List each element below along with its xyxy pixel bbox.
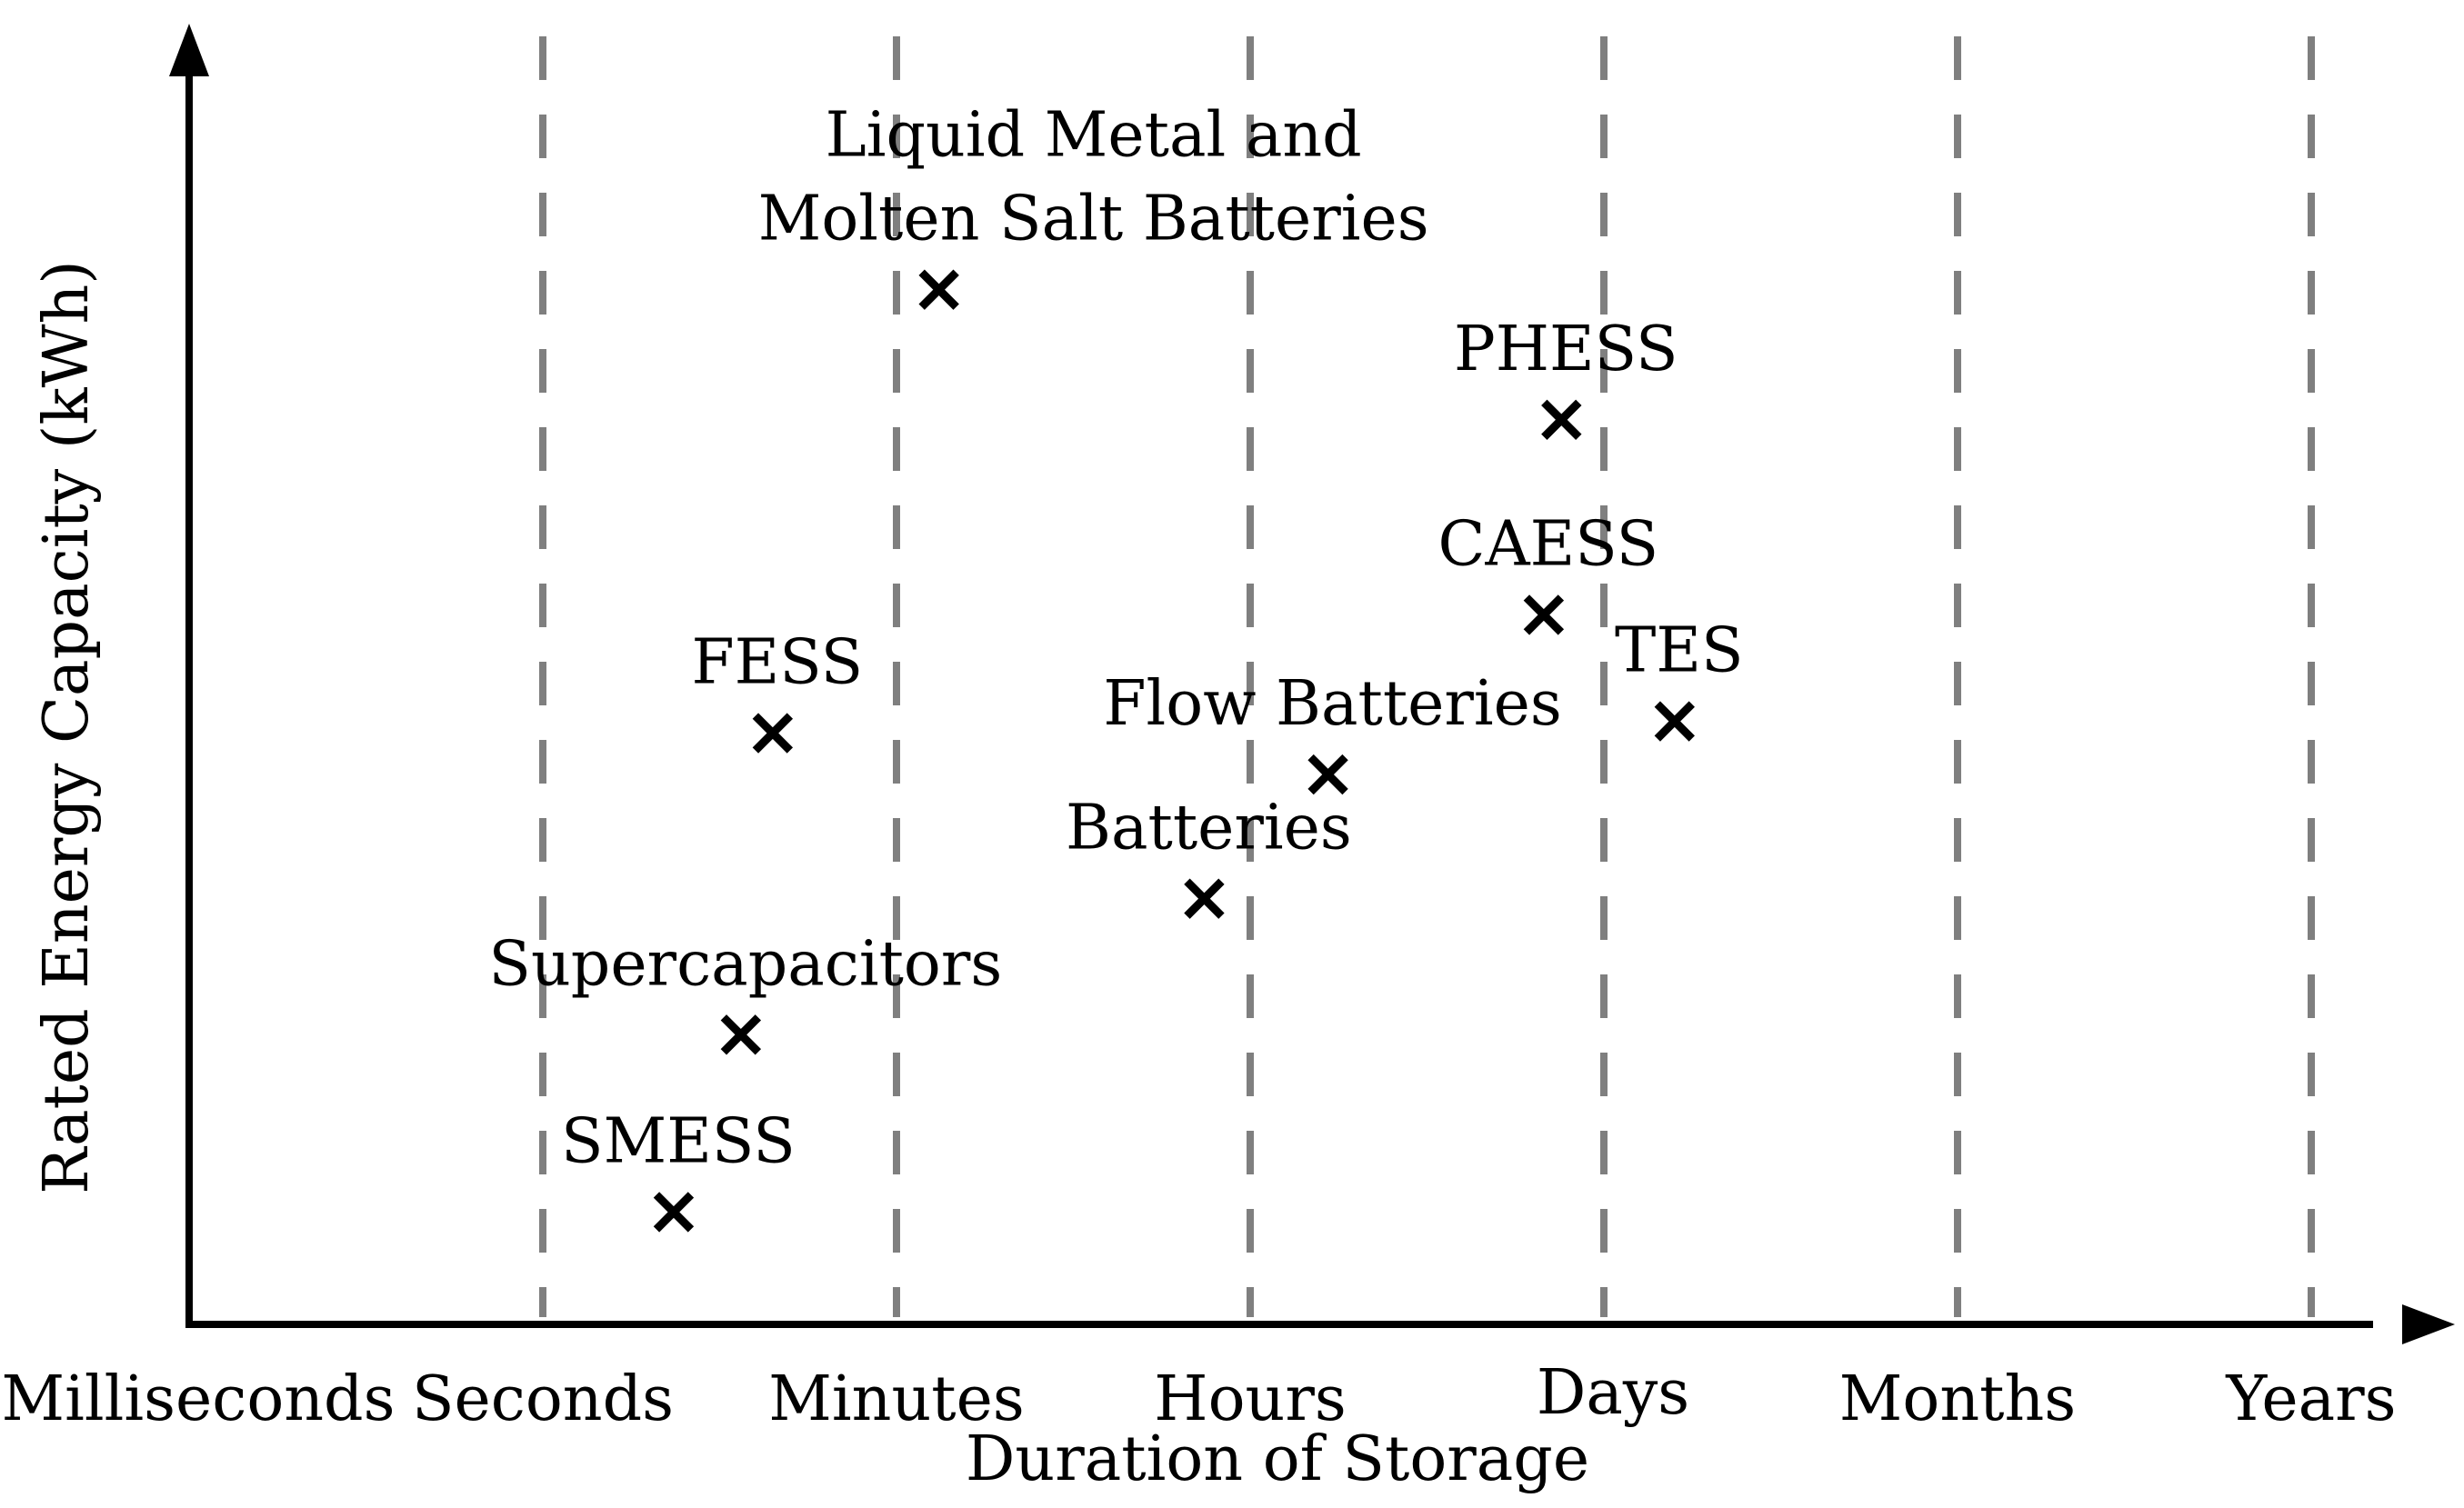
- y-axis-title: Rated Energy Capacity (kWh): [31, 260, 103, 1194]
- x-tick-label: Years: [2225, 1363, 2396, 1435]
- data-label: TES: [1615, 615, 1744, 687]
- data-label: Batteries: [1066, 793, 1352, 864]
- y-axis-arrow: [169, 24, 209, 76]
- data-point: [1541, 399, 1582, 440]
- x-tick-label: Days: [1537, 1357, 1689, 1429]
- axes: [169, 24, 2455, 1344]
- x-tick-label: Months: [1839, 1363, 2076, 1435]
- data-point: [1523, 594, 1565, 635]
- data-point: [653, 1192, 695, 1233]
- x-tick-label: Hours: [1154, 1363, 1346, 1435]
- data-label: FESS: [691, 627, 863, 699]
- data-point: [752, 713, 794, 754]
- data-point: [1184, 878, 1225, 919]
- data-label: Supercapacitors: [488, 928, 1002, 1000]
- data-label: PHESS: [1454, 314, 1678, 385]
- data-point: [720, 1014, 762, 1055]
- data-label: SMESS: [561, 1105, 796, 1177]
- x-axis-title: Duration of Storage: [966, 1423, 1589, 1495]
- x-tick-labels: Milliseconds Seconds Minutes Hours Days Month…: [1, 1357, 2396, 1435]
- data-points: [653, 269, 1695, 1233]
- point-labels: SMESS Supercapacitors FESS Liquid Metal and…: [488, 100, 1743, 1178]
- x-tick-label: Milliseconds: [1, 1363, 395, 1435]
- data-point: [918, 269, 959, 310]
- data-point: [1307, 754, 1348, 795]
- data-label: Flow Batteries: [1103, 668, 1562, 740]
- data-point: [1654, 701, 1695, 742]
- x-tick-label: Seconds: [412, 1363, 674, 1435]
- data-label: Liquid Metal and: [826, 100, 1362, 172]
- x-axis-arrow: [2402, 1304, 2455, 1344]
- data-label: CAESS: [1437, 508, 1658, 580]
- grid-lines: [539, 36, 2315, 1317]
- x-tick-label: Minutes: [768, 1363, 1024, 1435]
- data-label: Molten Salt Batteries: [758, 184, 1429, 255]
